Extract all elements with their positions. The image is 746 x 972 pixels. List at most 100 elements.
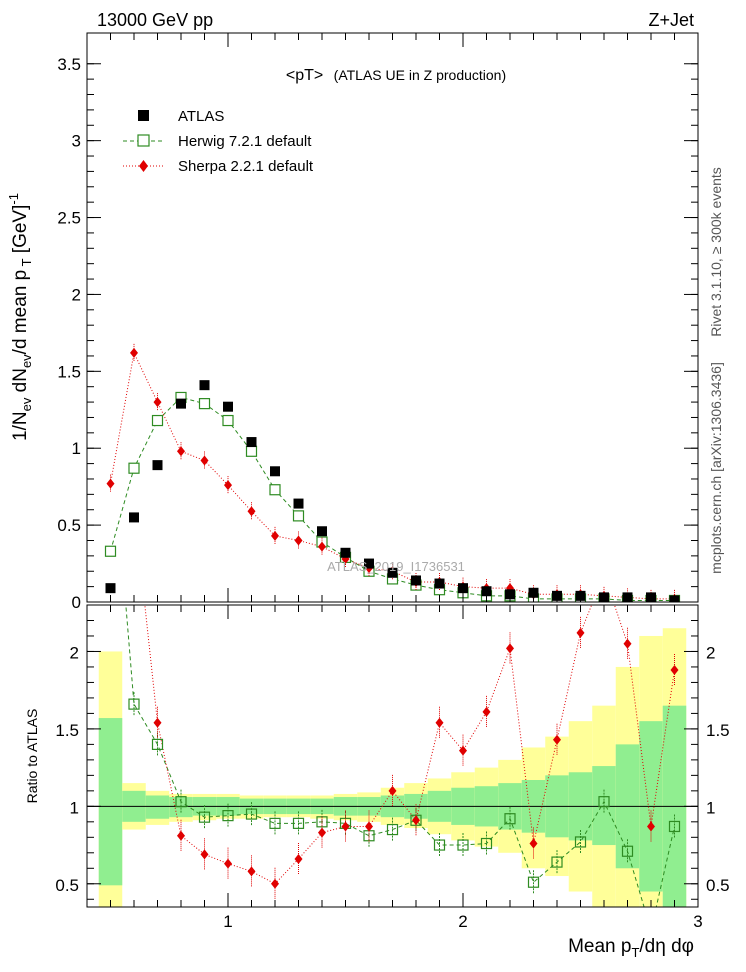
ratio-ytick-label-right: 2 xyxy=(706,643,715,662)
atlas-point xyxy=(528,587,539,598)
ratio-plot-ylabel: Ratio to ATLAS xyxy=(24,709,40,804)
legend-atlas-label: ATLAS xyxy=(178,108,224,125)
herwig-point xyxy=(198,398,211,410)
ratio-plot-marks xyxy=(87,605,698,935)
main-plot-frame-bg xyxy=(87,33,698,602)
atlas-point xyxy=(270,466,280,477)
ratio-uncertainty-bands xyxy=(98,628,687,907)
main-plot-ylabel: 1/Nev dNev/d mean p T [GeV]-1 xyxy=(6,193,34,441)
ratio-herwig-point xyxy=(386,823,399,836)
ratio-sherpa-point xyxy=(412,815,420,826)
ratio-xtick-label: 3 xyxy=(693,912,702,931)
ratio-herwig-point xyxy=(551,856,563,868)
ratio-herwig-point xyxy=(574,836,587,848)
ratio-herwig-point xyxy=(621,845,634,857)
ratio-ytick-label-left: 1.5 xyxy=(55,721,79,740)
ratio-herwig-point xyxy=(433,839,446,851)
ratio-sherpa-point xyxy=(247,866,256,877)
sherpa-point xyxy=(106,478,115,489)
legend-atlas-marker xyxy=(138,110,149,121)
ratio-sherpa-point xyxy=(200,849,209,860)
main-plot-title: <pT> (ATLAS UE in Z production) xyxy=(286,67,506,84)
ratio-plot-frame xyxy=(86,604,699,908)
ratio-inner-band-bin xyxy=(98,718,123,886)
ratio-herwig-point xyxy=(292,817,305,829)
ratio-sherpa-point xyxy=(553,734,561,745)
atlas-point xyxy=(317,526,327,537)
svg-text:1/Nev dNev/d mean p T [GeV]-1: 1/Nev dNev/d mean p T [GeV]-1 xyxy=(6,193,34,441)
ratio-herwig-point xyxy=(198,811,211,823)
ratio-ytick-label-left: 1 xyxy=(70,798,79,817)
ratio-herwig-point xyxy=(457,839,469,851)
sherpa-point xyxy=(294,535,303,546)
main-panel: 0 0.5 1 1.5 2 2.5 3 3.5 <pT> (ATLAS UE in Z pro… xyxy=(6,32,699,612)
atlas-point xyxy=(340,547,351,558)
ratio-herwig-point xyxy=(151,738,164,750)
ratio-herwig-point xyxy=(527,876,540,888)
main-ytick-label: 2.5 xyxy=(57,209,81,228)
main-ytick-label: 0.5 xyxy=(57,516,81,535)
ratio-ytick-label-right: 0.5 xyxy=(706,876,730,895)
header-right-label: Z+Jet xyxy=(648,10,694,30)
ratio-sherpa-point xyxy=(506,643,514,654)
legend-herwig-label: Herwig 7.2.1 default xyxy=(178,133,312,150)
atlas-point xyxy=(199,380,210,391)
sherpa-point xyxy=(271,530,279,541)
atlas-point xyxy=(246,437,257,448)
main-ytick-label: 1.5 xyxy=(57,362,81,381)
ratio-plot-axes: 0.5 0.5 1 1 1.5 1.5 2 2 1 2 3 xyxy=(55,605,730,931)
ratio-herwig-point xyxy=(175,796,187,808)
ratio-sherpa-point xyxy=(224,858,232,869)
main-plot-axes: 0 0.5 1 1.5 2 2.5 3 3.5 xyxy=(57,33,698,612)
ratio-sherpa-point xyxy=(388,785,397,796)
ratio-sherpa-point xyxy=(153,717,162,728)
ratio-ytick-label-left: 2 xyxy=(70,643,79,662)
ratio-sherpa-point xyxy=(529,838,538,849)
herwig-point xyxy=(292,510,305,522)
herwig-point xyxy=(269,484,281,496)
rivet-version-label: Rivet 3.1.10, ≥ 300k events xyxy=(708,167,724,337)
ratio-herwig-point xyxy=(668,820,681,833)
herwig-point xyxy=(245,445,258,457)
main-plot-subtitle: (ATLAS UE in Z production) xyxy=(334,67,506,83)
ratio-xtick-label: 1 xyxy=(223,912,232,931)
main-ytick-label: 3 xyxy=(72,132,81,151)
atlas-point xyxy=(411,575,421,586)
ratio-panel: 0.5 0.5 1 1 1.5 1.5 2 2 1 2 3 Ratio to ATLAS Mean … xyxy=(24,604,730,960)
mcplots-label: mcplots.cern.ch [arXiv:1306.3436] xyxy=(708,362,724,574)
legend-sherpa-label: Sherpa 2.2.1 default xyxy=(178,158,314,175)
herwig-point xyxy=(128,462,140,474)
ratio-sherpa-point xyxy=(341,821,350,832)
ratio-sherpa-point xyxy=(623,638,632,649)
ratio-sherpa-point xyxy=(271,878,279,889)
ratio-sherpa-point xyxy=(318,827,326,838)
ratio-herwig-point xyxy=(646,925,656,935)
atlas-point xyxy=(387,567,398,578)
ratio-sherpa-point xyxy=(670,665,679,676)
ratio-ytick-label-right: 1 xyxy=(706,798,715,817)
herwig-point xyxy=(104,545,117,557)
ratio-herwig-point xyxy=(598,796,610,808)
ratio-sherpa-point xyxy=(647,821,655,832)
atlas-point xyxy=(152,460,163,471)
main-ytick-label: 0 xyxy=(72,593,81,612)
legend: ATLAS Herwig 7.2.1 default Sherpa 2.2.1 … xyxy=(123,108,314,175)
atlas-point xyxy=(129,512,139,523)
analysis-watermark: ATLAS_2019_I1736531 xyxy=(327,559,465,574)
main-ytick-label: 2 xyxy=(72,285,81,304)
atlas-point xyxy=(364,558,374,569)
sherpa-point xyxy=(177,446,185,457)
herwig-point xyxy=(222,414,234,427)
ratio-herwig-point xyxy=(480,837,493,850)
ratio-herwig-point xyxy=(222,810,234,822)
atlas-point xyxy=(505,589,515,600)
atlas-point xyxy=(293,498,304,509)
sherpa-point xyxy=(318,541,326,552)
ratio-sherpa-point xyxy=(576,627,585,638)
ratio-herwig-point xyxy=(269,817,281,829)
ratio-ytick-label-right: 1.5 xyxy=(706,721,730,740)
atlas-point xyxy=(105,583,116,594)
legend-herwig-marker xyxy=(137,134,150,147)
ratio-inner-band-bin xyxy=(145,795,170,819)
